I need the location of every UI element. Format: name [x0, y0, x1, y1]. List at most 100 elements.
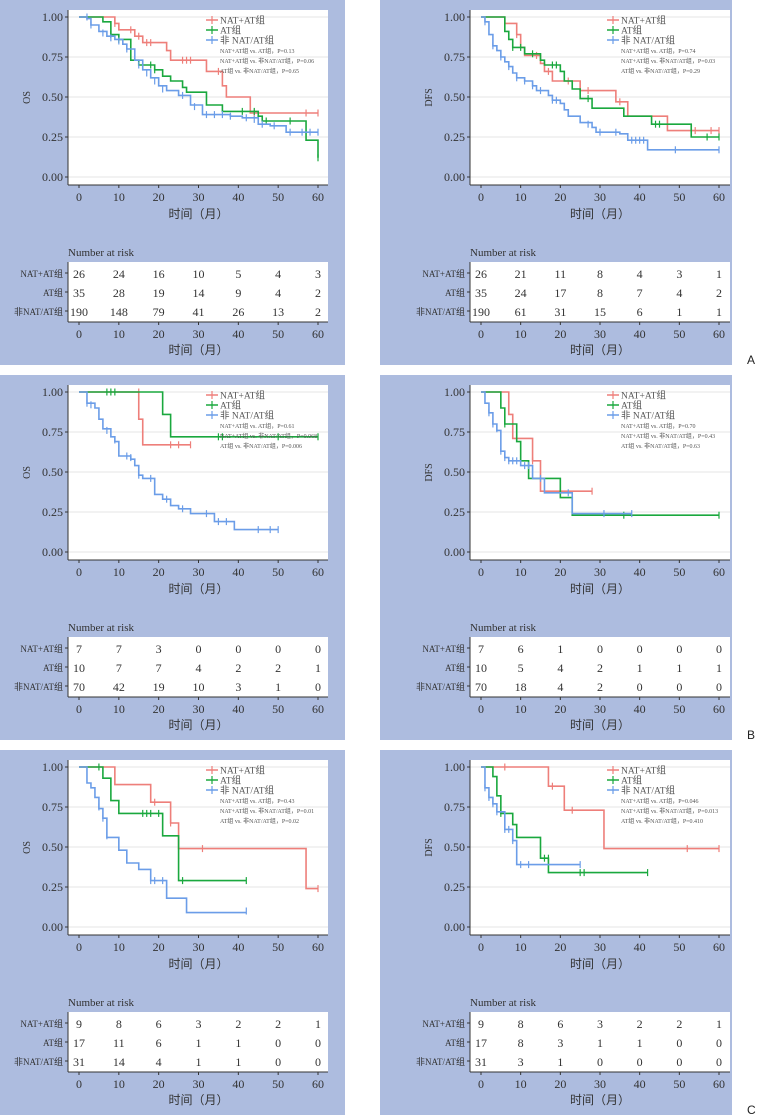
x-tick-label: 20 — [153, 940, 165, 954]
y-axis-label: DFS — [424, 838, 435, 856]
risk-value: 0 — [597, 1055, 603, 1069]
risk-value: 10 — [475, 661, 487, 675]
pvalue-annotation: NAT+AT组 vs. AT组，P=0.13 — [220, 47, 294, 55]
risk-row-label: NAT+AT组 — [20, 643, 63, 654]
legend-label: 非 NAT/AT组 — [220, 35, 275, 47]
risk-row-label: 非NAT/AT组 — [416, 681, 465, 692]
risk-row-label: AT组 — [445, 287, 465, 298]
x-tick-label: 10 — [113, 190, 125, 204]
risk-row-label: AT组 — [445, 1037, 465, 1048]
risk-value: 2 — [637, 1017, 643, 1031]
risk-value: 2 — [716, 286, 722, 300]
km-panel-a-left: 0.00 0.25 0.50 0.75 1.00 0 10 20 30 40 50 60 时间（月） OS… — [0, 0, 345, 365]
risk-value: 8 — [518, 1036, 524, 1050]
risk-value: 1 — [557, 1055, 563, 1069]
x-tick-label: 0 — [76, 190, 82, 204]
risk-value: 7 — [478, 642, 484, 656]
risk-x-tick-label: 30 — [594, 327, 606, 341]
risk-value: 6 — [557, 1017, 563, 1031]
risk-value: 11 — [555, 267, 567, 281]
risk-x-tick-label: 50 — [673, 1077, 685, 1091]
risk-x-tick-label: 40 — [634, 327, 646, 341]
risk-table-title: Number at risk — [68, 247, 134, 259]
risk-x-tick-label: 60 — [312, 702, 324, 716]
risk-row-label: AT组 — [445, 662, 465, 673]
risk-value: 8 — [597, 267, 603, 281]
km-panel-a-right: 0.00 0.25 0.50 0.75 1.00 0 10 20 30 40 50 60 时间（月） DF… — [380, 0, 732, 365]
risk-row-label: NAT+AT组 — [20, 1018, 63, 1029]
y-tick-label: 1.00 — [42, 385, 63, 399]
risk-value: 0 — [716, 1036, 722, 1050]
y-tick-label: 0.25 — [42, 880, 63, 894]
risk-value: 0 — [597, 642, 603, 656]
panel-letter: A — [747, 353, 756, 367]
legend-label: AT组 — [220, 775, 242, 787]
risk-value: 42 — [113, 680, 125, 694]
risk-x-tick-label: 50 — [673, 702, 685, 716]
x-tick-label: 10 — [113, 565, 125, 579]
risk-value: 31 — [554, 305, 566, 319]
y-tick-label: 0.25 — [444, 130, 465, 144]
risk-x-tick-label: 0 — [76, 327, 82, 341]
risk-value: 0 — [275, 1036, 281, 1050]
risk-value: 5 — [235, 267, 241, 281]
risk-value: 70 — [73, 680, 85, 694]
y-tick-label: 0.50 — [444, 840, 465, 854]
risk-x-tick-label: 20 — [554, 702, 566, 716]
risk-value: 1 — [315, 661, 321, 675]
risk-row-label: 非NAT/AT组 — [416, 1056, 465, 1067]
risk-value: 26 — [475, 267, 487, 281]
x-tick-label: 60 — [312, 190, 324, 204]
risk-value: 7 — [116, 661, 122, 675]
risk-value: 1 — [637, 1036, 643, 1050]
y-tick-label: 0.50 — [444, 90, 465, 104]
risk-row-label: 非NAT/AT组 — [416, 306, 465, 317]
y-tick-label: 0.25 — [42, 130, 63, 144]
risk-value: 1 — [716, 661, 722, 675]
risk-value: 3 — [196, 1017, 202, 1031]
risk-value: 14 — [193, 286, 205, 300]
risk-value: 4 — [196, 661, 202, 675]
x-tick-label: 10 — [515, 565, 527, 579]
legend-label: AT组 — [220, 25, 242, 37]
risk-value: 10 — [193, 267, 205, 281]
x-tick-label: 30 — [594, 190, 606, 204]
risk-x-tick-label: 30 — [594, 702, 606, 716]
risk-value: 8 — [597, 286, 603, 300]
y-tick-label: 0.75 — [42, 50, 63, 64]
x-tick-label: 50 — [272, 190, 284, 204]
km-curve-0 — [481, 766, 719, 850]
risk-row-label: NAT+AT组 — [422, 268, 465, 279]
risk-value: 1 — [275, 680, 281, 694]
risk-value: 2 — [235, 1017, 241, 1031]
km-curve-2 — [79, 766, 247, 914]
risk-value: 6 — [156, 1017, 162, 1031]
y-axis-label: OS — [22, 91, 33, 104]
risk-value: 4 — [637, 267, 643, 281]
legend-label: 非 NAT/AT组 — [621, 35, 676, 47]
risk-x-tick-label: 40 — [232, 1077, 244, 1091]
risk-x-tick-label: 50 — [272, 702, 284, 716]
legend-label: 非 NAT/AT组 — [220, 410, 275, 422]
pvalue-annotation: NAT+AT组 vs. AT组，P=0.61 — [220, 422, 294, 430]
pvalue-annotation: AT组 vs. 非NAT/AT组，P=0.410 — [621, 817, 703, 825]
x-tick-label: 20 — [554, 940, 566, 954]
risk-value: 11 — [113, 1036, 125, 1050]
km-curve-2 — [481, 766, 581, 866]
y-tick-label: 0.25 — [42, 505, 63, 519]
risk-value: 1 — [196, 1036, 202, 1050]
risk-table-title: Number at risk — [470, 622, 536, 634]
risk-value: 0 — [637, 642, 643, 656]
y-tick-label: 0.50 — [444, 465, 465, 479]
pvalue-annotation: NAT+AT组 vs. AT组，P=0.70 — [621, 422, 695, 430]
risk-x-tick-label: 60 — [713, 327, 725, 341]
risk-x-tick-label: 50 — [272, 327, 284, 341]
risk-value: 2 — [275, 1017, 281, 1031]
risk-value: 14 — [113, 1055, 125, 1069]
risk-value: 0 — [196, 642, 202, 656]
y-tick-label: 0.50 — [42, 90, 63, 104]
km-panel-b-left: 0.00 0.25 0.50 0.75 1.00 0 10 20 30 40 50 60 时间（月） OS… — [0, 375, 345, 740]
x-tick-label: 40 — [634, 190, 646, 204]
risk-value: 1 — [315, 1017, 321, 1031]
risk-x-tick-label: 10 — [113, 327, 125, 341]
